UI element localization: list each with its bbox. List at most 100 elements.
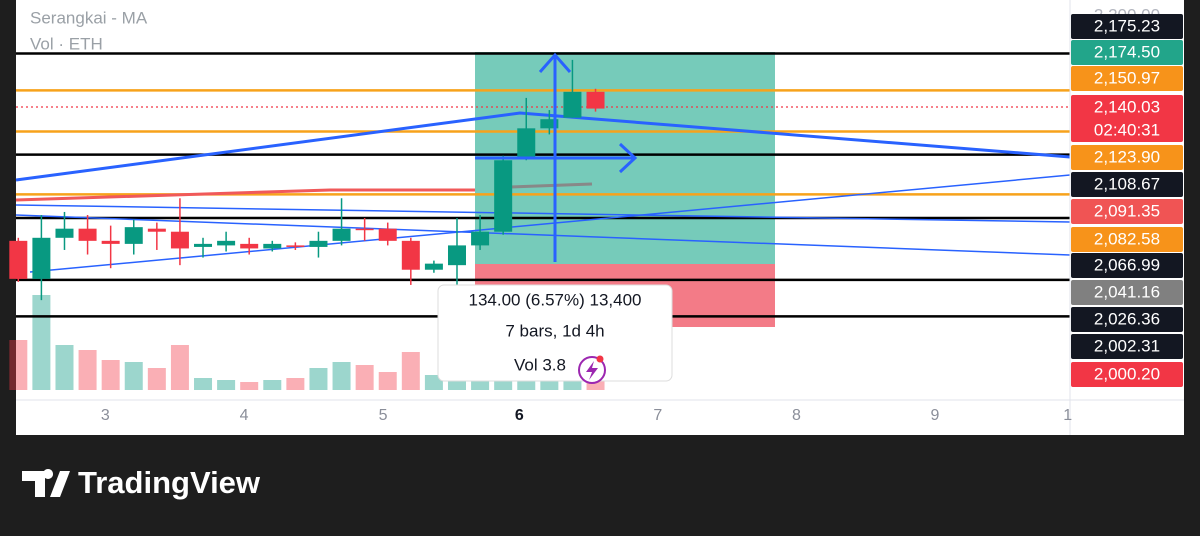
volume-bar	[286, 378, 305, 390]
x-tick-label: 3	[101, 407, 110, 424]
candle-body	[194, 243, 213, 247]
candle-body	[170, 231, 189, 249]
tooltip-volume: Vol 3.8	[514, 355, 566, 374]
price-label-bg	[1071, 334, 1183, 359]
candle-body	[78, 228, 97, 241]
arrow-head	[618, 142, 638, 174]
volume-bar	[309, 368, 328, 390]
alert-dot	[596, 355, 604, 363]
candle-body	[217, 240, 236, 246]
price-label: 2,082.58	[1094, 229, 1160, 248]
price-label: 2,026.36	[1094, 309, 1160, 328]
volume-bar	[147, 368, 166, 390]
candle-body	[563, 91, 582, 118]
candle-body	[332, 228, 351, 241]
indicator-title: Serangkai - MA	[30, 8, 148, 27]
candle-body	[32, 237, 51, 279]
volume-title: Vol · ETH	[30, 34, 103, 53]
candle-body	[494, 160, 513, 232]
volume-bar	[240, 382, 259, 390]
price-label: 2,002.31	[1094, 336, 1160, 355]
price-label: 2,174.50	[1094, 42, 1160, 61]
candle-body	[101, 240, 120, 244]
x-tick-label: 5	[379, 407, 388, 424]
price-label-bg	[1071, 362, 1183, 387]
ma-line	[15, 188, 475, 202]
tooltip	[437, 284, 673, 382]
candle-body	[401, 240, 420, 270]
candle-body	[586, 91, 605, 109]
candle-body	[471, 231, 490, 246]
candle-body	[309, 240, 328, 247]
price-label-bg	[1071, 227, 1183, 252]
volume-bar	[55, 345, 74, 390]
price-label-bg	[1071, 280, 1183, 305]
tooltip-bars: 7 bars, 1d 4h	[505, 321, 604, 340]
volume-bar	[217, 380, 236, 390]
ma-line-2	[509, 182, 593, 189]
candle-body	[517, 128, 536, 159]
price-label-bg	[1071, 307, 1183, 332]
volume-bar	[355, 365, 374, 390]
candle-body	[9, 240, 28, 279]
x-tick-label: 7	[653, 407, 662, 424]
logo	[22, 469, 70, 497]
volume-bar	[124, 362, 143, 390]
candle-body	[263, 243, 282, 249]
candle-body	[124, 227, 143, 244]
price-label-bg	[1071, 95, 1183, 142]
price-label: 2,140.03	[1094, 97, 1160, 116]
price-label: 2,175.23	[1094, 16, 1160, 35]
price-label: 2,108.67	[1094, 174, 1160, 193]
trend-line	[15, 111, 1071, 182]
price-label: 2,066.99	[1094, 255, 1160, 274]
candle-body	[147, 228, 166, 232]
price-label-bg	[1071, 172, 1183, 197]
volume-bar	[32, 295, 51, 390]
candle-body	[55, 228, 74, 238]
tooltip-change: 134.00 (6.57%) 13,400	[469, 290, 642, 309]
price-label: 2,041.16	[1094, 282, 1160, 301]
volume-bar	[9, 340, 28, 390]
volume-bar	[332, 362, 351, 390]
volume-bar	[424, 375, 443, 390]
axes: 2,200.002,175.232,174.502,150.972,140.03…	[16, 0, 1184, 435]
candle-body	[286, 245, 305, 247]
candle-body	[378, 228, 397, 241]
volume-bar	[586, 380, 605, 390]
x-tick-label: 8	[792, 407, 801, 424]
x-tick-label: 1	[1063, 407, 1072, 424]
candle-body	[447, 245, 466, 266]
volume-bar	[170, 345, 189, 390]
price-label-bg	[1071, 199, 1183, 224]
volume-bar	[78, 350, 97, 390]
candle-body	[240, 243, 259, 249]
price-label-bg	[1071, 66, 1183, 91]
volume-bar	[194, 378, 213, 390]
arrow-head	[538, 52, 572, 73]
price-label-bg	[1071, 40, 1183, 65]
volume-bar	[401, 352, 420, 390]
x-tick-label: 4	[240, 407, 249, 424]
trend-line	[15, 204, 1071, 223]
candle-body	[424, 263, 443, 270]
volume-bar	[101, 360, 120, 390]
price-label-bg	[1071, 253, 1183, 278]
price-label: 2,091.35	[1094, 201, 1160, 220]
countdown: 02:40:31	[1094, 120, 1160, 139]
volume-bar	[263, 380, 282, 390]
price-label: 2,123.90	[1094, 147, 1160, 166]
x-tick-label: 9	[930, 407, 939, 424]
price-label: 2,000.20	[1094, 364, 1160, 383]
price-label-bg	[1071, 145, 1183, 170]
x-tick-label: 6	[515, 407, 524, 424]
price-label: 2,150.97	[1094, 68, 1160, 87]
candle-body	[355, 228, 374, 231]
candles	[9, 59, 605, 301]
trend-line	[15, 214, 1071, 256]
volume-bar	[378, 372, 397, 390]
alert-bolt	[586, 361, 598, 380]
candle-body	[540, 119, 559, 129]
brand: TradingView	[78, 465, 261, 500]
